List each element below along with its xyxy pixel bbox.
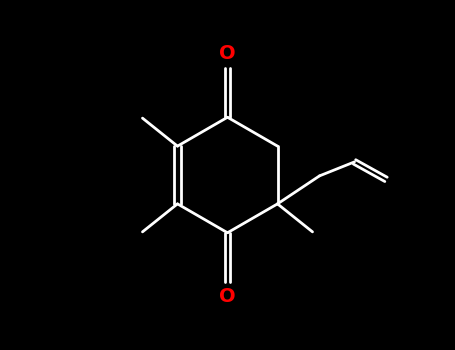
- Text: O: O: [219, 287, 236, 306]
- Text: O: O: [219, 44, 236, 63]
